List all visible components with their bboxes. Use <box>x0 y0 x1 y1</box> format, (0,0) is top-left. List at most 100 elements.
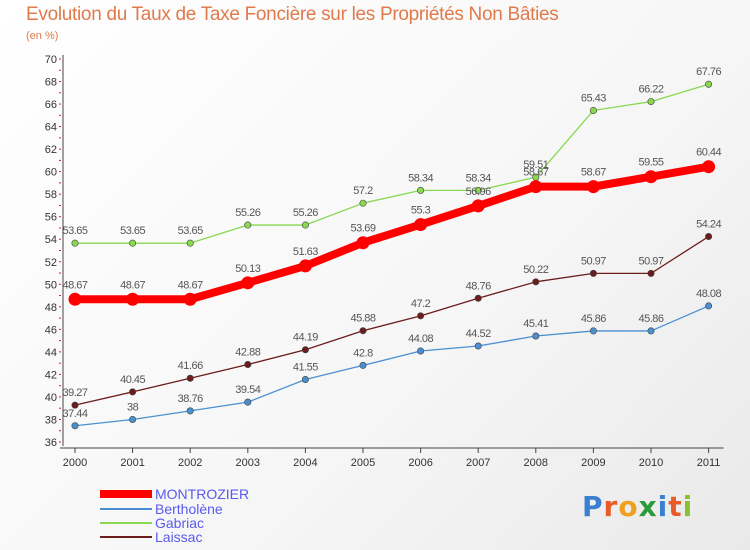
y-tick-label: 52 <box>45 257 57 269</box>
y-tick-label: 42 <box>45 369 57 381</box>
data-point <box>301 346 309 354</box>
data-point <box>301 375 309 383</box>
data-point <box>589 269 597 277</box>
data-point <box>71 239 79 247</box>
data-label: 59.51 <box>523 159 548 171</box>
x-tick-label: 2001 <box>120 457 144 469</box>
data-label: 45.86 <box>581 313 606 325</box>
data-point <box>359 199 367 207</box>
data-point <box>71 422 79 430</box>
data-label: 66.22 <box>638 84 663 96</box>
data-label: 41.55 <box>293 361 318 373</box>
data-point <box>705 233 713 241</box>
data-point <box>471 199 485 213</box>
legend-label-MONTROZIER: MONTROZIER <box>155 486 250 502</box>
legend-swatch-MONTROZIER <box>100 490 152 498</box>
data-label: 58.34 <box>408 172 433 184</box>
data-label: 50.13 <box>235 263 260 275</box>
data-label: 53.65 <box>120 225 145 237</box>
data-label: 45.88 <box>350 313 375 325</box>
y-tick-label: 50 <box>45 279 57 291</box>
data-point <box>474 342 482 350</box>
data-label: 50.22 <box>523 264 548 276</box>
data-point <box>705 80 713 88</box>
y-tick-label: 56 <box>45 212 57 224</box>
data-point <box>474 294 482 302</box>
data-point <box>417 186 425 194</box>
data-label: 42.8 <box>353 347 373 359</box>
data-label: 38 <box>127 401 139 413</box>
data-point <box>129 388 137 396</box>
y-tick-label: 54 <box>45 234 57 246</box>
data-label: 48.76 <box>466 280 491 292</box>
x-tick-label: 2009 <box>581 457 605 469</box>
x-tick-label: 2002 <box>178 457 202 469</box>
data-label: 48.08 <box>696 288 721 300</box>
data-point <box>129 415 137 423</box>
y-tick-label: 66 <box>45 99 57 111</box>
data-label: 50.97 <box>581 255 606 267</box>
data-point <box>244 398 252 406</box>
y-tick-label: 64 <box>45 122 57 134</box>
data-label: 67.76 <box>696 66 721 78</box>
data-label: 48.67 <box>178 279 203 291</box>
data-label: 42.88 <box>235 346 260 358</box>
data-label: 47.2 <box>411 298 431 310</box>
series-line-Bertholène <box>74 305 709 427</box>
y-tick-label: 46 <box>45 324 57 336</box>
legend-label-Laissac: Laissac <box>155 529 203 545</box>
data-point <box>529 180 543 194</box>
data-point <box>126 292 140 306</box>
y-tick-label: 58 <box>45 189 57 201</box>
x-tick-label: 2003 <box>236 457 260 469</box>
data-point <box>359 327 367 335</box>
data-label: 44.19 <box>293 332 318 344</box>
data-point <box>186 374 194 382</box>
data-label: 40.45 <box>120 374 145 386</box>
data-label: 51.63 <box>293 246 318 258</box>
data-label: 60.44 <box>696 147 721 159</box>
data-point <box>705 302 713 310</box>
data-point <box>183 292 197 306</box>
x-tick-label: 2011 <box>697 457 721 469</box>
data-label: 58.34 <box>466 172 491 184</box>
legend-swatch-Bertholène <box>100 508 152 510</box>
legend-label-Gabriac: Gabriac <box>155 515 205 531</box>
data-label: 38.76 <box>178 393 203 405</box>
data-point <box>241 276 255 290</box>
x-tick-label: 2006 <box>408 457 432 469</box>
data-label: 59.55 <box>638 157 663 169</box>
data-point <box>298 259 312 273</box>
chart-title: Evolution du Taux de Taxe Foncière sur l… <box>26 4 559 25</box>
data-point <box>186 407 194 415</box>
data-point <box>532 278 540 286</box>
data-point <box>532 332 540 340</box>
data-point <box>71 401 79 409</box>
x-tick-label: 2010 <box>639 457 663 469</box>
data-point <box>647 327 655 335</box>
data-point <box>417 347 425 355</box>
x-tick-label: 2005 <box>351 457 375 469</box>
data-label: 48.67 <box>120 279 145 291</box>
legend-label-Bertholène: Bertholène <box>155 501 223 517</box>
series-line-Gabriac <box>75 83 709 244</box>
data-label: 54.24 <box>696 219 721 231</box>
data-point <box>414 218 428 232</box>
chart-unit: (en %) <box>26 30 59 42</box>
y-tick-label: 36 <box>45 437 57 449</box>
data-label: 48.67 <box>62 279 87 291</box>
data-label: 56.96 <box>466 186 491 198</box>
y-tick-label: 38 <box>45 414 57 426</box>
data-label: 39.27 <box>62 387 87 399</box>
data-point <box>586 180 600 194</box>
data-label: 53.65 <box>62 225 87 237</box>
series-line-Laissac <box>74 235 709 406</box>
data-point <box>186 239 194 247</box>
data-point <box>589 327 597 335</box>
data-point <box>244 221 252 229</box>
data-label: 44.08 <box>408 333 433 345</box>
y-tick-label: 60 <box>45 167 57 179</box>
data-label: 65.43 <box>581 92 606 104</box>
data-point <box>68 292 82 306</box>
